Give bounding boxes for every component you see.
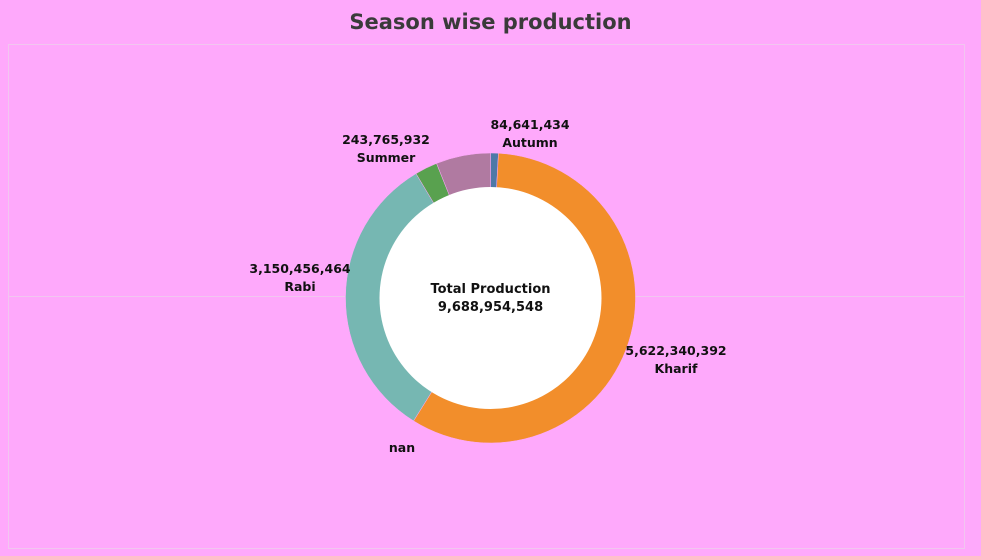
center-label: Total Production	[430, 282, 550, 297]
donut-hole	[379, 187, 602, 409]
slice-name-label: nan	[389, 440, 415, 455]
slice-value-label: 5,622,340,392	[625, 343, 726, 358]
chart-title: Season wise production	[349, 10, 632, 34]
slice-name-label: Autumn	[502, 135, 557, 150]
slice-name-label: Rabi	[284, 279, 315, 294]
labels-group: 84,641,434 Autumn 5,622,340,392 Kharif 3,150…	[249, 117, 726, 455]
slice-value-label: 243,765,932	[342, 132, 430, 147]
slice-value-label: 84,641,434	[490, 117, 569, 132]
center-value: 9,688,954,548	[438, 300, 543, 315]
slice-name-label: Kharif	[655, 361, 698, 376]
slice-name-label: Summer	[357, 150, 416, 165]
slice-value-label: 3,150,456,464	[249, 261, 351, 276]
